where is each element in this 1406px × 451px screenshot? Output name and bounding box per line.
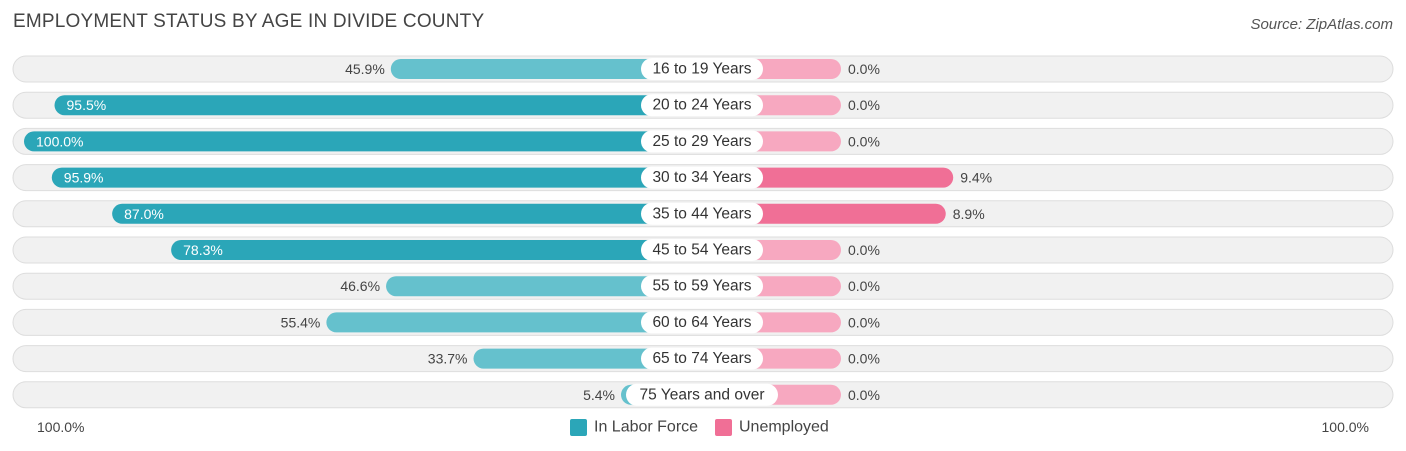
axis-left-label: 100.0% bbox=[37, 419, 84, 435]
labor-force-value-label: 5.4% bbox=[583, 387, 615, 403]
age-group-label: 60 to 64 Years bbox=[652, 314, 751, 331]
legend-labor-force-swatch bbox=[570, 419, 587, 436]
labor-force-value-label: 95.9% bbox=[64, 170, 104, 186]
labor-force-bar[interactable] bbox=[112, 203, 702, 224]
unemployed-value-label: 9.4% bbox=[960, 170, 992, 186]
chart-title: EMPLOYMENT STATUS BY AGE IN DIVIDE COUNT… bbox=[13, 11, 485, 32]
labor-force-value-label: 33.7% bbox=[428, 351, 468, 367]
legend-labor-force-label: In Labor Force bbox=[594, 419, 698, 436]
labor-force-bar[interactable] bbox=[51, 167, 703, 188]
labor-force-bar[interactable] bbox=[390, 59, 702, 79]
legend-unemployed-swatch bbox=[715, 419, 732, 436]
age-label-pill bbox=[641, 166, 763, 189]
unemployed-value-label: 0.0% bbox=[848, 242, 880, 258]
labor-force-bar[interactable] bbox=[24, 131, 702, 152]
age-label-pill bbox=[641, 347, 763, 370]
age-group-label: 20 to 24 Years bbox=[652, 97, 751, 114]
labor-force-bar[interactable] bbox=[54, 95, 702, 116]
age-group-label: 30 to 34 Years bbox=[652, 169, 751, 186]
age-label-pill bbox=[641, 239, 763, 261]
labor-force-value-label: 100.0% bbox=[36, 133, 83, 149]
age-label-pill bbox=[641, 311, 763, 334]
age-group-label: 25 to 29 Years bbox=[652, 133, 751, 150]
labor-force-bar[interactable] bbox=[386, 276, 702, 297]
unemployed-value-label: 0.0% bbox=[848, 61, 880, 77]
chart-source: Source: ZipAtlas.com bbox=[1250, 16, 1393, 33]
age-label-pill bbox=[641, 94, 763, 117]
age-label-pill bbox=[641, 202, 763, 225]
labor-force-value-label: 95.5% bbox=[67, 97, 107, 113]
unemployed-value-label: 0.0% bbox=[848, 351, 880, 367]
age-group-label: 75 Years and over bbox=[640, 386, 765, 403]
labor-force-bar[interactable] bbox=[326, 312, 702, 333]
age-label-pill bbox=[641, 275, 763, 298]
age-group-label: 45 to 54 Years bbox=[652, 242, 751, 259]
age-group-label: 55 to 59 Years bbox=[652, 278, 751, 295]
unemployed-value-label: 0.0% bbox=[848, 387, 880, 403]
labor-force-value-label: 55.4% bbox=[281, 314, 321, 330]
age-group-label: 35 to 44 Years bbox=[652, 205, 751, 222]
unemployed-value-label: 0.0% bbox=[848, 133, 880, 149]
legend-unemployed-label: Unemployed bbox=[739, 419, 829, 436]
age-group-label: 16 to 19 Years bbox=[652, 61, 751, 78]
age-label-pill bbox=[641, 58, 763, 80]
unemployed-bar[interactable] bbox=[702, 167, 954, 188]
unemployed-value-label: 0.0% bbox=[848, 278, 880, 294]
labor-force-value-label: 45.9% bbox=[345, 61, 385, 77]
labor-force-value-label: 46.6% bbox=[340, 278, 380, 294]
age-group-label: 65 to 74 Years bbox=[652, 350, 751, 367]
labor-force-value-label: 87.0% bbox=[124, 206, 164, 222]
unemployed-bar[interactable] bbox=[702, 203, 946, 224]
unemployed-value-label: 0.0% bbox=[848, 314, 880, 330]
unemployed-value-label: 8.9% bbox=[953, 206, 985, 222]
unemployed-value-label: 0.0% bbox=[848, 97, 880, 113]
age-label-pill bbox=[641, 130, 763, 153]
labor-force-value-label: 78.3% bbox=[183, 242, 223, 258]
age-label-pill bbox=[626, 383, 778, 406]
labor-force-bar[interactable] bbox=[171, 240, 703, 260]
axis-right-label: 100.0% bbox=[1322, 419, 1369, 435]
